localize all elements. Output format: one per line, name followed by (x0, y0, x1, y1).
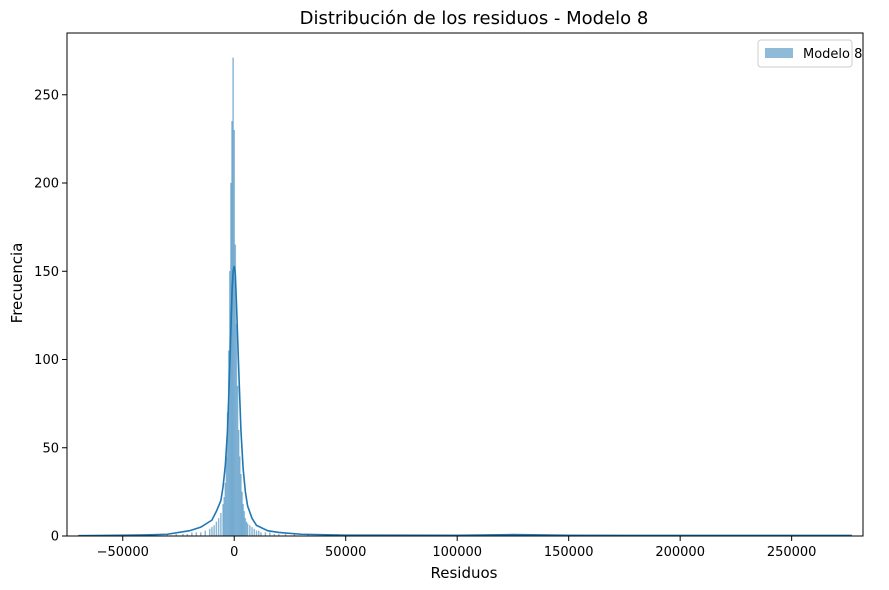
histogram-bar (260, 532, 262, 537)
y-tick-label: 200 (34, 177, 59, 192)
histogram-bar (200, 532, 202, 537)
legend-label: Modelo 8 (803, 47, 862, 62)
histogram-bar (213, 525, 215, 537)
x-tick-label: 100000 (432, 545, 482, 560)
y-axis-title: Frecuencia (8, 243, 26, 324)
x-tick-label: −50000 (97, 545, 149, 560)
chart-title: Distribución de los residuos - Modelo 8 (300, 8, 649, 29)
histogram-bar (204, 530, 206, 537)
histogram-bar (211, 527, 213, 537)
y-tick-label: 0 (51, 530, 59, 545)
histogram-bar (215, 521, 218, 537)
histogram-bar (269, 532, 271, 537)
y-tick-label: 100 (34, 353, 59, 368)
histogram-bar (217, 518, 220, 537)
histogram-bar (249, 525, 251, 537)
x-tick-label: 200000 (655, 545, 705, 560)
y-axis: 0 50 100 150 200 250 (34, 88, 67, 545)
kde-curve (78, 265, 852, 537)
histogram-bar (255, 530, 258, 537)
histogram-bar (246, 523, 249, 537)
histogram-bar (251, 527, 253, 537)
histogram-bar (264, 532, 267, 537)
y-tick-label: 50 (42, 441, 59, 456)
plot-frame (66, 32, 864, 537)
x-tick-label: 0 (230, 545, 238, 560)
histogram-bar (220, 512, 222, 537)
x-axis-title: Residuos (431, 564, 498, 582)
histogram-bar (208, 528, 211, 537)
x-axis: −50000 0 50000 100000 150000 200000 250000 (97, 536, 817, 560)
kde-curve-layer (78, 265, 852, 537)
legend: Modelo 8 (757, 39, 862, 68)
legend-swatch (765, 48, 793, 58)
histogram-bar (195, 532, 198, 537)
histogram-bar (191, 532, 193, 537)
x-tick-label: 150000 (544, 545, 594, 560)
x-tick-label: 50000 (325, 545, 366, 560)
y-tick-label: 250 (34, 88, 59, 103)
histogram-bar (253, 528, 256, 537)
y-tick-label: 150 (34, 265, 59, 280)
legend-box (757, 39, 853, 68)
histogram-bar (257, 530, 260, 537)
x-tick-label: 250000 (767, 545, 817, 560)
